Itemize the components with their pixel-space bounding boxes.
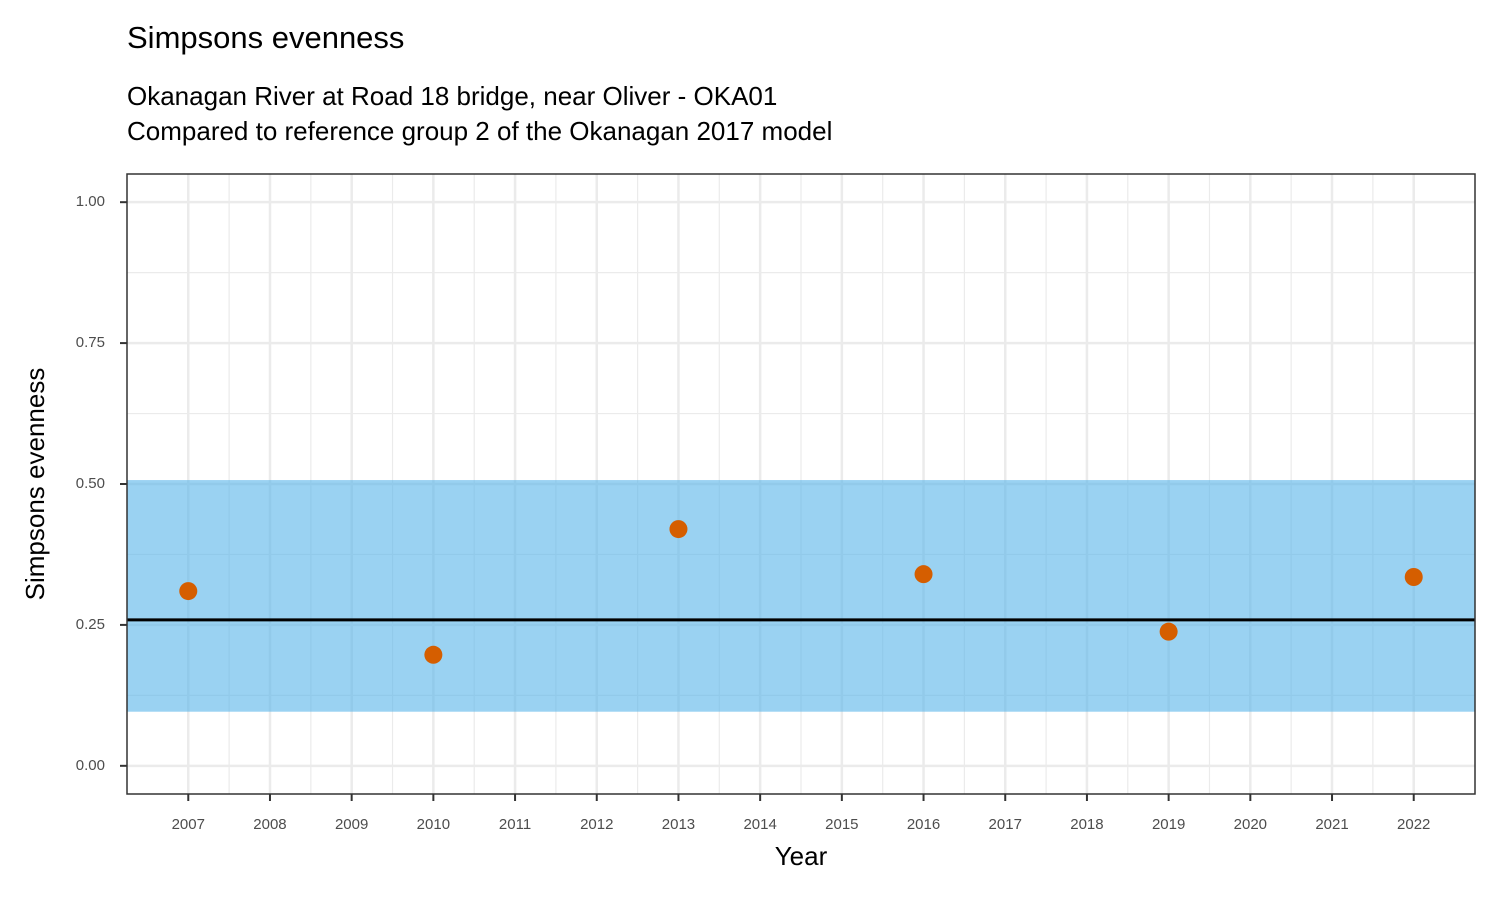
y-tick-label: 0.50 [76,475,105,492]
x-tick-label: 2009 [335,816,368,833]
point [914,565,933,584]
x-tick-label: 2022 [1397,816,1430,833]
x-tick-label: 2021 [1315,816,1348,833]
x-tick-label: 2019 [1152,816,1185,833]
x-tick-label: 2017 [989,816,1022,833]
y-tick-label: 0.25 [76,616,105,633]
x-tick-label: 2007 [172,816,205,833]
point [1159,622,1178,641]
y-tick-label: 1.00 [76,193,105,210]
chart-title: Simpsons evenness [127,20,404,55]
reference-band [127,480,1475,712]
x-tick-label: 2018 [1070,816,1103,833]
x-tick-label: 2020 [1234,816,1267,833]
x-tick-label: 2012 [580,816,613,833]
x-tick-label: 2015 [825,816,858,833]
y-axis-title: Simpsons evenness [20,368,50,601]
x-tick-label: 2008 [253,816,286,833]
x-tick-label: 2010 [417,816,450,833]
x-axis-title: Year [775,841,828,871]
x-tick-label: 2016 [907,816,940,833]
point [179,582,198,601]
point [669,520,688,539]
x-tick-label: 2013 [662,816,695,833]
x-tick-label: 2014 [743,816,776,833]
chart-subtitle: Okanagan River at Road 18 bridge, near O… [127,81,777,111]
y-tick-label: 0.00 [76,757,105,774]
y-tick-label: 0.75 [76,334,105,351]
point [424,645,443,664]
point [1404,568,1423,586]
x-tick-label: 2011 [499,816,531,833]
chart-subtitle: Compared to reference group 2 of the Oka… [127,116,832,146]
